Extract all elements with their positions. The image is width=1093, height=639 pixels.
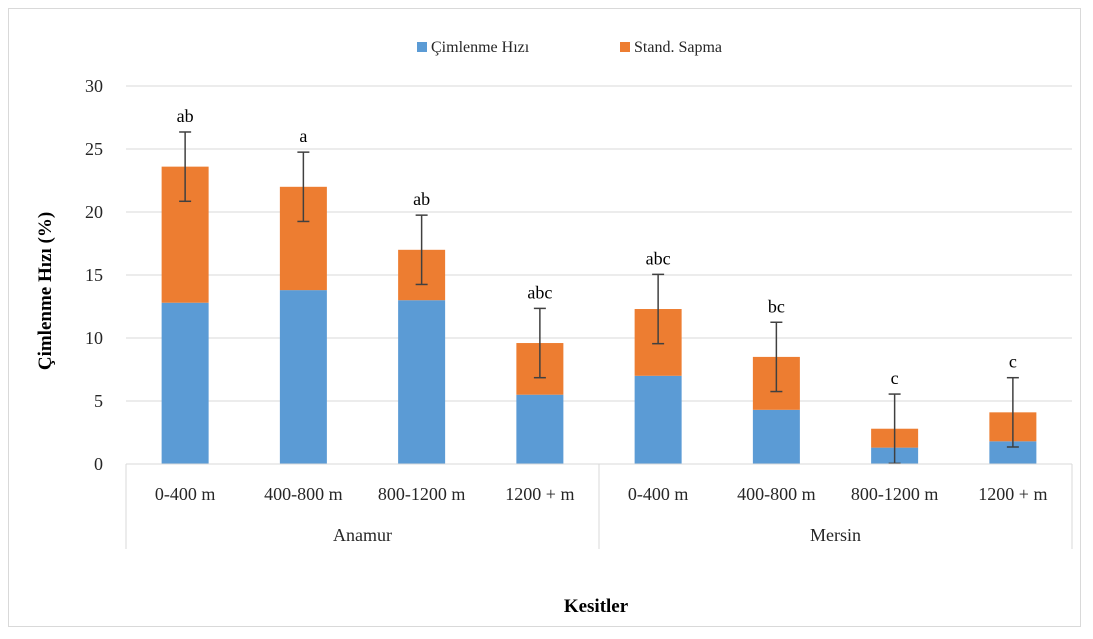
x-group-label: Mersin <box>810 525 861 545</box>
y-tick-label: 15 <box>85 265 103 285</box>
gridlines <box>126 85 1072 465</box>
x-category-label: 0-400 m <box>628 484 689 504</box>
significance-letter: bc <box>768 296 785 316</box>
x-group-label: Anamur <box>333 525 392 545</box>
x-axis: 0-400 m 400-800 m 800-1200 m 1200 + m 0-400 … <box>125 463 1073 549</box>
x-category-label: 1200 + m <box>505 484 574 504</box>
significance-letter: ab <box>413 189 430 209</box>
legend: Çimlenme Hızı Stand. Sapma <box>417 39 722 56</box>
bar-cimlenme-hizi <box>398 300 446 464</box>
x-axis-title: Kesitler <box>564 596 629 617</box>
bar-cimlenme-hizi <box>989 441 1037 464</box>
significance-letter: abc <box>646 248 671 268</box>
x-category-label: 800-1200 m <box>378 484 466 504</box>
y-tick-label: 0 <box>94 454 103 474</box>
bar-cimlenme-hizi <box>161 302 209 464</box>
y-tick-label: 25 <box>85 139 103 159</box>
y-tick-label: 10 <box>85 328 103 348</box>
legend-label-cimlenme: Çimlenme Hızı <box>431 39 530 56</box>
legend-label-stand-sapma: Stand. Sapma <box>634 39 722 56</box>
y-tick-label: 30 <box>85 76 103 96</box>
bars <box>161 166 1037 464</box>
x-category-label: 0-400 m <box>155 484 216 504</box>
significance-letter: c <box>1009 352 1017 372</box>
x-category-label: 1200 + m <box>978 484 1047 504</box>
x-category-label: 800-1200 m <box>851 484 939 504</box>
significance-letter: ab <box>177 106 194 126</box>
error-bars <box>179 131 1019 465</box>
bar-cimlenme-hizi <box>752 409 800 464</box>
y-axis-title: Çimlenme Hızı (%) <box>35 212 56 370</box>
significance-letter: c <box>891 368 899 388</box>
y-tick-label: 5 <box>94 391 103 411</box>
x-category-label: 400-800 m <box>264 484 343 504</box>
bar-cimlenme-hizi <box>634 375 682 464</box>
y-tick-labels: 0 5 10 15 20 25 30 <box>85 76 103 474</box>
significance-letters: ab a ab abc abc bc c c <box>177 106 1017 388</box>
y-tick-label: 20 <box>85 202 103 222</box>
significance-letter: a <box>299 126 307 146</box>
significance-letter: abc <box>527 282 552 302</box>
legend-swatch-cimlenme <box>417 42 427 52</box>
bar-cimlenme-hizi <box>279 290 327 464</box>
legend-swatch-stand-sapma <box>620 42 630 52</box>
bar-cimlenme-hizi <box>516 394 564 464</box>
x-category-label: 400-800 m <box>737 484 816 504</box>
